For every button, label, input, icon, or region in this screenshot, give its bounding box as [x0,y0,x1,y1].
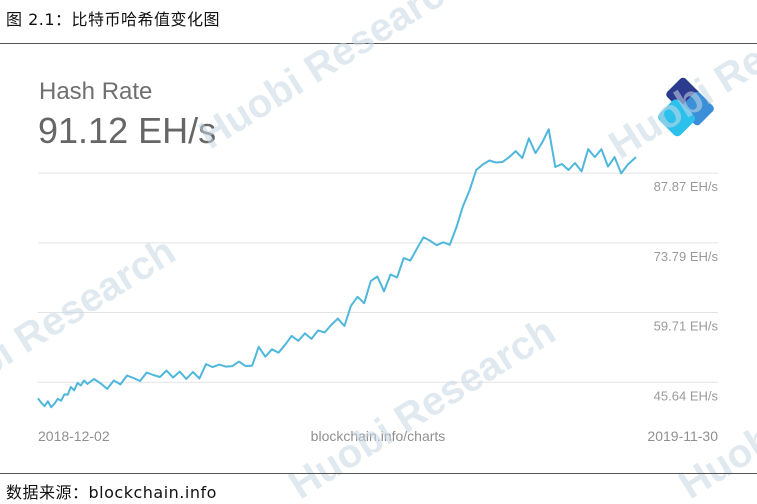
x-tick-label: 2018-12-02 [38,428,110,444]
blockchain-logo-icon [658,77,714,137]
y-tick-label: 45.64 EH/s [654,388,719,403]
metric-title: Hash Rate [39,78,153,105]
hash-rate-series-line [37,128,637,409]
y-tick-label: 59.71 EH/s [654,319,719,334]
y-tick-label: 87.87 EH/s [654,179,719,194]
x-tick-label: 2019-11-30 [647,428,718,444]
metric-current-value: 91.12 EH/s [38,110,217,151]
y-tick-label: 73.79 EH/s [654,249,719,264]
chart-source-label: blockchain.info/charts [311,428,446,444]
figure-source: 数据来源：blockchain.info [6,483,217,502]
caption-divider [0,43,757,44]
source-divider [0,473,757,474]
figure-caption: 图 2.1：比特币哈希值变化图 [6,10,221,29]
